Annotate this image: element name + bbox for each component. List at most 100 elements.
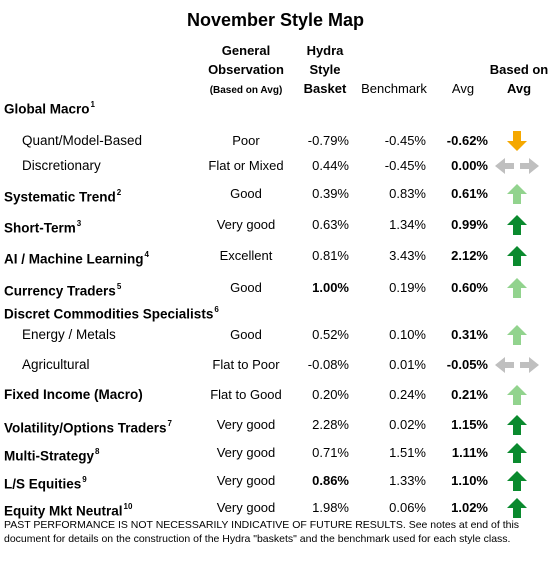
hydra-basket-cell: 0.44% [312, 158, 349, 173]
benchmark-cell: 0.06% [389, 500, 426, 515]
observation-cell: Very good [216, 217, 276, 232]
header-hydra: Hydra Style Basket [296, 41, 354, 98]
benchmark-cell: -0.45% [384, 133, 426, 148]
arrow-up-icon [487, 183, 547, 205]
style-name: Quant/Model-Based [22, 130, 142, 152]
style-name-text: L/S Equities [4, 476, 82, 492]
arrow-up-icon [487, 470, 547, 492]
header-avg: Avg [440, 79, 486, 98]
hydra-basket-cell: 0.52% [312, 327, 349, 342]
observation-cell: Very good [216, 417, 276, 432]
style-name-text: Energy / Metals [22, 327, 116, 342]
footnote-marker: 9 [82, 475, 87, 484]
style-name: L/S Equities9 [4, 470, 87, 496]
header-observation: General Observation (Based on Avg) [190, 41, 302, 100]
avg-cell: 1.02% [451, 500, 488, 515]
observation-cell: Flat to Good [210, 387, 282, 402]
header-avg-label: Avg [451, 81, 475, 96]
header-based-on: Based on Avg [488, 60, 550, 98]
footnote-marker: 3 [76, 219, 82, 228]
style-name-text: Discretionary [22, 158, 101, 173]
style-row: Discretionary Flat or Mixed 0.44% -0.45% 0.0… [0, 155, 551, 177]
header-observation-line2: Observation [208, 62, 284, 77]
observation-cell: Flat to Poor [212, 357, 280, 372]
observation-cell: Excellent [219, 248, 273, 263]
avg-cell: 1.10% [451, 473, 488, 488]
header-hydra-line2: Style [309, 62, 341, 77]
arrow-up-icon [487, 214, 547, 236]
avg-cell: 0.60% [451, 280, 488, 295]
style-name-text: Systematic Trend [4, 189, 116, 205]
header-hydra-line3: Basket [303, 81, 347, 96]
footnote-marker: 10 [123, 502, 133, 511]
footnote-marker: 5 [116, 282, 122, 291]
header-observation-line1: General [221, 43, 271, 58]
style-name: Energy / Metals [22, 324, 116, 346]
style-name: Currency Traders5 [4, 277, 121, 303]
style-name: Discretionary [22, 155, 101, 177]
style-name-text: Equity Mkt Neutral [4, 503, 123, 519]
avg-cell: 0.99% [451, 217, 488, 232]
benchmark-cell: 0.19% [389, 280, 426, 295]
arrow-sideways-icon [487, 354, 547, 376]
benchmark-cell: 1.33% [389, 473, 426, 488]
hydra-basket-cell: 0.39% [312, 186, 349, 201]
observation-cell: Very good [216, 473, 276, 488]
style-name-text: Quant/Model-Based [22, 133, 143, 148]
style-name: Equity Mkt Neutral10 [4, 497, 132, 523]
style-name: Systematic Trend2 [4, 183, 121, 209]
style-name: Short-Term3 [4, 214, 81, 240]
hydra-basket-cell: 0.81% [312, 248, 349, 263]
hydra-basket-cell: 1.00% [312, 280, 349, 295]
style-name-text: Volatility/Options Traders [4, 420, 167, 436]
arrow-sideways-icon [487, 155, 547, 177]
benchmark-cell: 1.51% [389, 445, 426, 460]
style-row: Equity Mkt Neutral10 Very good 1.98% 0.06% 1… [0, 497, 551, 519]
avg-cell: -0.62% [446, 133, 488, 148]
header-observation-note: (Based on Avg) [209, 85, 283, 96]
style-name: Multi-Strategy8 [4, 442, 99, 468]
benchmark-cell: -0.45% [384, 158, 426, 173]
avg-cell: 0.31% [451, 327, 488, 342]
arrow-up-icon [487, 442, 547, 464]
avg-cell: -0.05% [446, 357, 488, 372]
style-name-text: Currency Traders [4, 283, 116, 299]
style-name: Fixed Income (Macro) [4, 384, 143, 406]
hydra-basket-cell: 0.86% [312, 473, 349, 488]
footnote-marker: 8 [95, 447, 100, 456]
style-name: AI / Machine Learning4 [4, 245, 149, 271]
arrow-up-icon [487, 324, 547, 346]
observation-cell: Flat or Mixed [208, 158, 284, 173]
benchmark-cell: 3.43% [389, 248, 426, 263]
benchmark-cell: 0.01% [389, 357, 426, 372]
footnote-marker: 4 [144, 250, 149, 259]
observation-cell: Very good [216, 500, 276, 515]
hydra-basket-cell: 2.28% [312, 417, 349, 432]
style-row: Currency Traders5 Good 1.00% 0.19% 0.60% [0, 277, 551, 299]
header-benchmark: Benchmark [356, 79, 432, 98]
style-name-text: Short-Term [4, 220, 76, 236]
disclaimer-footnote: PAST PERFORMANCE IS NOT NECESSARILY INDI… [4, 519, 520, 545]
observation-cell: Poor [232, 133, 260, 148]
style-row: Volatility/Options Traders7 Very good 2.28… [0, 414, 551, 436]
style-row: Discret Commodities Specialists6 [0, 300, 551, 322]
style-row: Quant/Model-Based Poor -0.79% -0.45% -0.62% [0, 130, 551, 152]
observation-cell: Good [230, 327, 262, 342]
observation-cell: Very good [216, 445, 276, 460]
observation-cell: Good [230, 186, 262, 201]
footnote-marker: 6 [214, 305, 219, 314]
style-row: Fixed Income (Macro) Flat to Good 0.20% 0.2… [0, 384, 551, 406]
style-row: Systematic Trend2 Good 0.39% 0.83% 0.61% [0, 183, 551, 205]
arrow-up-icon [487, 414, 547, 436]
benchmark-cell: 1.34% [389, 217, 426, 232]
benchmark-cell: 0.10% [389, 327, 426, 342]
footnote-marker: 1 [90, 100, 95, 109]
benchmark-cell: 0.02% [389, 417, 426, 432]
arrow-up-icon [487, 497, 547, 519]
style-row: Multi-Strategy8 Very good 0.71% 1.51% 1.11% [0, 442, 551, 464]
style-name: Global Macro1 [4, 95, 95, 121]
style-name: Discret Commodities Specialists6 [4, 300, 219, 326]
style-name: Volatility/Options Traders7 [4, 414, 172, 440]
header-based-line1: Based on [489, 62, 549, 77]
avg-cell: 1.11% [451, 445, 488, 460]
